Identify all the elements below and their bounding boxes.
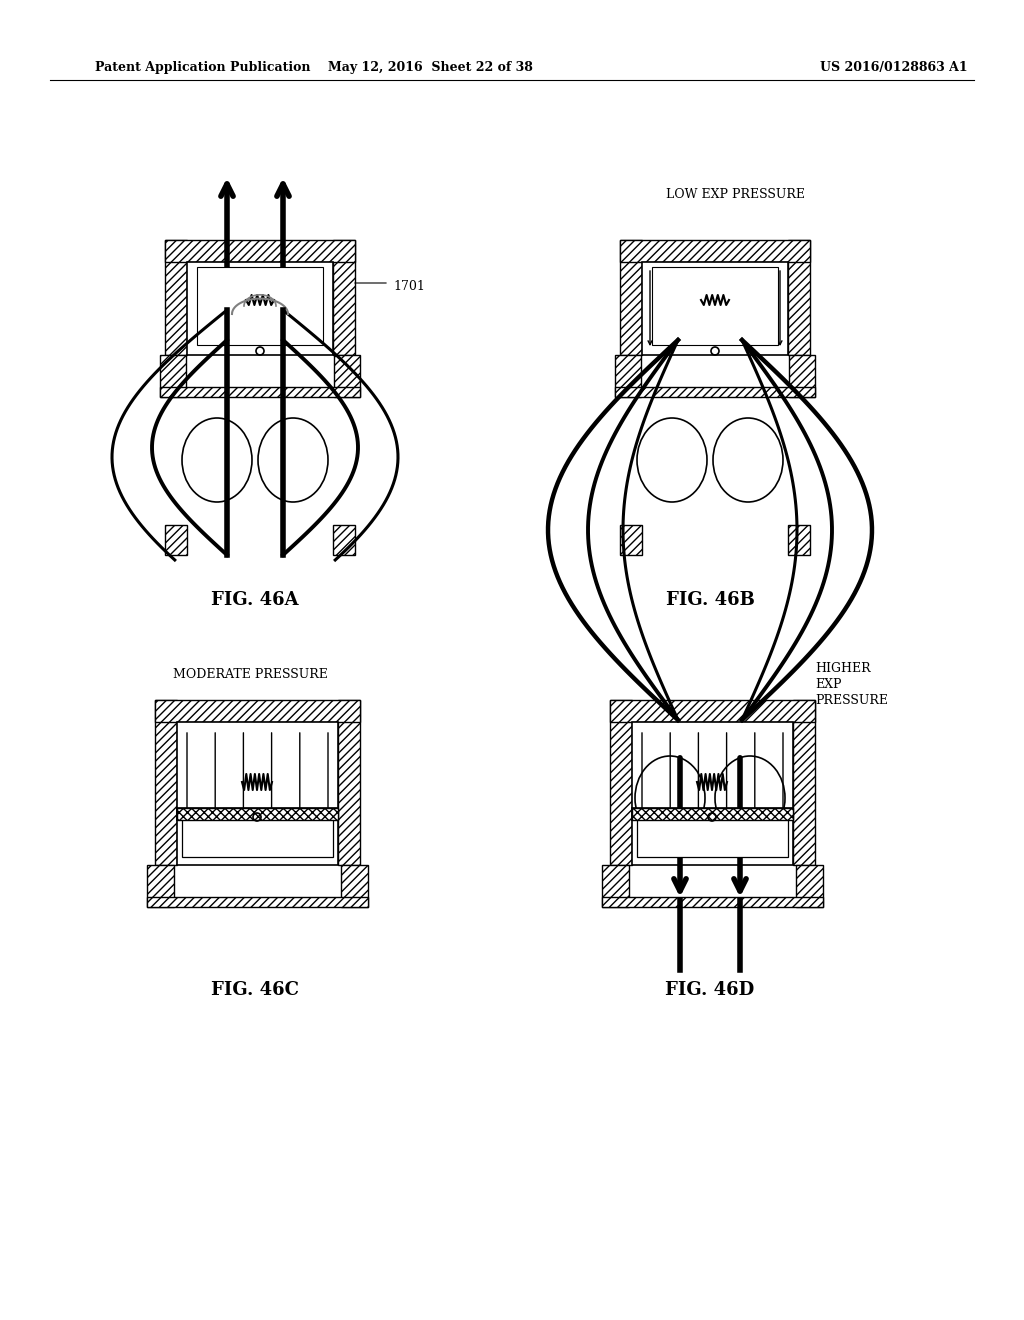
Bar (620, 525, 642, 554)
Bar (615, 387, 815, 397)
Bar (615, 355, 641, 397)
Text: FIG. 46A: FIG. 46A (211, 591, 299, 609)
Bar (637, 814, 788, 857)
Text: 1701: 1701 (393, 280, 425, 293)
Bar (165, 240, 187, 355)
Text: Patent Application Publication: Patent Application Publication (95, 62, 310, 74)
Text: May 12, 2016  Sheet 22 of 38: May 12, 2016 Sheet 22 of 38 (328, 62, 532, 74)
Bar (652, 267, 778, 345)
Bar (187, 261, 333, 355)
Bar (338, 700, 360, 865)
Bar (632, 808, 793, 820)
Text: LOW EXP PRESSURE: LOW EXP PRESSURE (666, 189, 805, 202)
Bar (334, 355, 360, 397)
Bar (165, 240, 355, 261)
Bar (177, 808, 338, 820)
Bar (160, 387, 360, 397)
Bar (610, 700, 632, 865)
Text: US 2016/0128863 A1: US 2016/0128863 A1 (820, 62, 968, 74)
Bar (788, 525, 810, 554)
Bar (620, 240, 810, 261)
Bar (147, 865, 174, 907)
Bar (788, 240, 810, 355)
Text: FIG. 46B: FIG. 46B (666, 591, 755, 609)
Text: MODERATE PRESSURE: MODERATE PRESSURE (173, 668, 328, 681)
Bar (333, 240, 355, 355)
Bar (602, 865, 629, 907)
Bar (620, 240, 642, 355)
Bar (632, 808, 793, 820)
Bar (182, 814, 333, 857)
Bar (155, 700, 177, 865)
Bar (341, 865, 368, 907)
Text: FIG. 46C: FIG. 46C (211, 981, 299, 999)
Bar (642, 261, 788, 355)
Bar (160, 355, 186, 397)
Bar (790, 355, 815, 397)
Bar (177, 722, 338, 865)
Bar (796, 865, 823, 907)
Bar (333, 525, 355, 554)
Bar (165, 525, 187, 554)
Bar (602, 898, 823, 907)
Bar (632, 722, 793, 865)
Bar (610, 700, 815, 722)
Bar (155, 700, 360, 722)
Bar (147, 898, 368, 907)
Text: HIGHER
EXP
PRESSURE: HIGHER EXP PRESSURE (815, 663, 888, 708)
Bar (177, 808, 338, 820)
Text: FIG. 46D: FIG. 46D (666, 981, 755, 999)
Bar (197, 267, 323, 345)
Bar (793, 700, 815, 865)
